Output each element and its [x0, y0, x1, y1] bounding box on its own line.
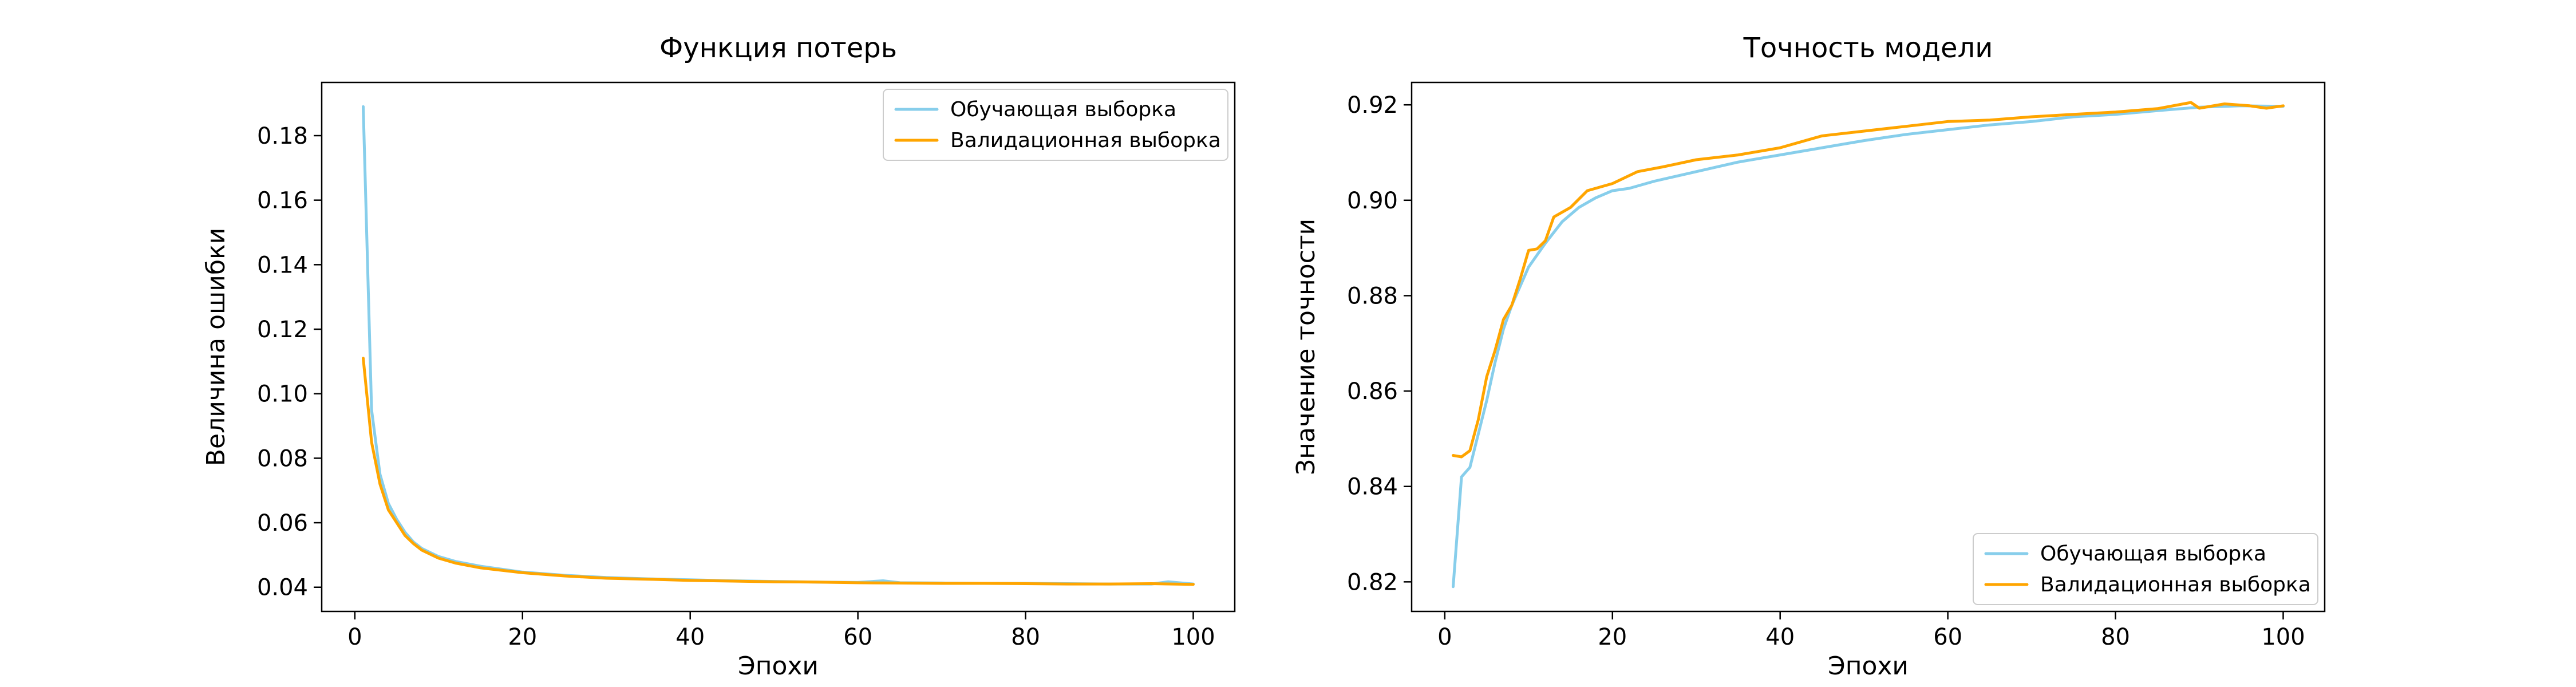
loss-x-tick-label: 60: [843, 624, 872, 650]
loss-x-axis-label: Эпохи: [738, 652, 819, 681]
accuracy-x-tick-label: 60: [1933, 624, 1962, 650]
accuracy-y-tick-label: 0.92: [1347, 92, 1398, 119]
loss-y-axis-label: Величина ошибки: [202, 228, 231, 466]
loss-legend: Обучающая выборка Валидационная выборка: [883, 89, 1228, 161]
loss-legend-box: [883, 89, 1228, 161]
accuracy-chart: Точность модели 0 20 40 60 80 100 0.82 0.84 0.86…: [1291, 32, 2326, 681]
loss-x-tick-label: 80: [1011, 624, 1040, 650]
accuracy-train-line: [1452, 104, 2285, 589]
loss-y-tick-label: 0.06: [257, 510, 308, 536]
loss-y-tick-label: 0.16: [257, 188, 308, 214]
accuracy-y-axis-label: Значение точности: [1291, 219, 1321, 475]
loss-train-line: [362, 105, 1195, 586]
loss-x-tick-label: 100: [1171, 624, 1215, 650]
accuracy-x-axis-label: Эпохи: [1828, 652, 1909, 681]
loss-chart: Функция потерь 0 20 40 60 80 100 0.04 0.06 0.08 0…: [202, 32, 1236, 681]
accuracy-y-tick-label: 0.84: [1347, 474, 1398, 500]
loss-legend-val-label: Валидационная выборка: [950, 129, 1221, 152]
accuracy-legend-val-label: Валидационная выборка: [2040, 573, 2311, 597]
loss-chart-title: Функция потерь: [659, 32, 897, 64]
accuracy-plot-frame: [1411, 81, 2326, 613]
accuracy-y-tick-label: 0.86: [1347, 378, 1398, 405]
accuracy-x-tick-label: 40: [1765, 624, 1795, 650]
loss-y-tick-label: 0.10: [257, 381, 308, 408]
loss-y-tick-label: 0.14: [257, 252, 308, 278]
accuracy-legend-train-label: Обучающая выборка: [2040, 542, 2266, 566]
loss-legend-train-label: Обучающая выборка: [950, 98, 1176, 121]
accuracy-x-tick-label: 20: [1598, 624, 1627, 650]
accuracy-legend-box: [1973, 533, 2318, 605]
loss-x-tick-label: 20: [508, 624, 537, 650]
accuracy-val-line: [1452, 101, 2285, 459]
loss-x-tick-label: 0: [347, 624, 362, 650]
accuracy-legend: Обучающая выборка Валидационная выборка: [1973, 533, 2318, 605]
loss-y-tick-label: 0.08: [257, 445, 308, 472]
loss-y-tick-label: 0.18: [257, 123, 308, 149]
accuracy-x-tick-label: 100: [2261, 624, 2305, 650]
accuracy-y-tick-label: 0.90: [1347, 188, 1398, 214]
accuracy-chart-title: Точность модели: [1743, 32, 1993, 64]
accuracy-y-tick-label: 0.82: [1347, 569, 1398, 595]
accuracy-x-tick-label: 0: [1437, 624, 1452, 650]
loss-x-tick-label: 40: [675, 624, 705, 650]
loss-val-line: [362, 357, 1195, 586]
loss-y-tick-label: 0.12: [257, 317, 308, 343]
accuracy-x-tick-label: 80: [2101, 624, 2130, 650]
loss-y-tick-label: 0.04: [257, 575, 308, 601]
accuracy-y-tick-label: 0.88: [1347, 283, 1398, 309]
loss-plot-frame: [321, 81, 1236, 613]
